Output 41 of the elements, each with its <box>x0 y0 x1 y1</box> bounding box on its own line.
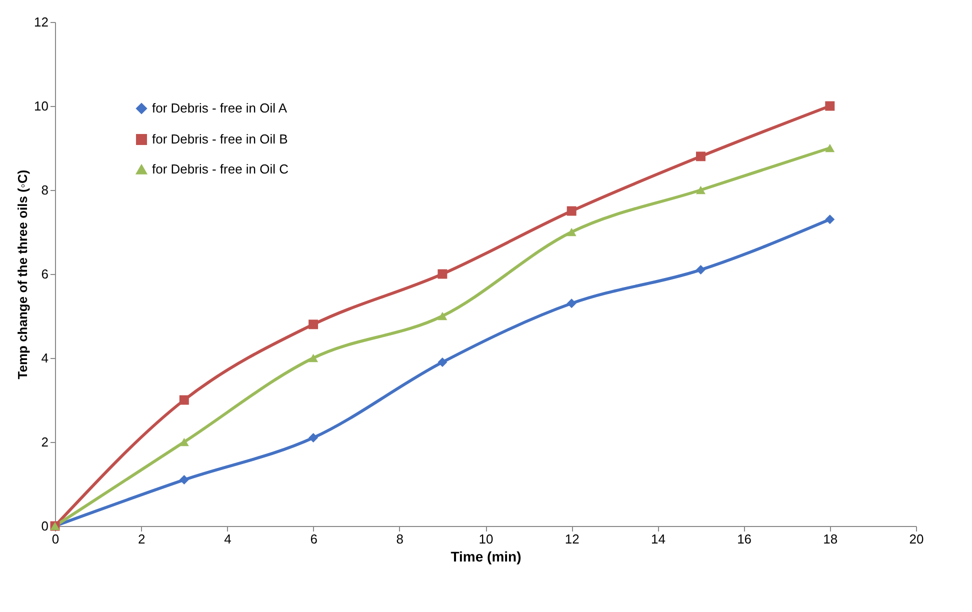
legend-label: for Debris - free in Oil A <box>152 100 288 116</box>
legend-label: for Debris - free in Oil B <box>152 132 288 146</box>
point <box>566 206 576 216</box>
x-tick-label: 18 <box>823 532 838 546</box>
point <box>179 395 189 405</box>
x-tick-label: 6 <box>310 532 318 546</box>
point <box>179 438 189 446</box>
point <box>438 269 448 279</box>
y-tick-label: 4 <box>41 350 48 366</box>
point <box>179 475 189 485</box>
x-tick-label: 12 <box>564 532 580 546</box>
x-tick-label: 10 <box>478 532 494 546</box>
point <box>566 228 576 236</box>
point <box>308 433 318 443</box>
y-tick-label: 10 <box>34 98 48 114</box>
x-tick-label: 4 <box>224 532 232 546</box>
point <box>825 144 835 152</box>
x-axis-title: Time (min) <box>450 548 522 564</box>
point <box>308 320 318 330</box>
y-axis-title: Temp change of the three oils (◦C) <box>15 170 30 380</box>
y-tick-label: 12 <box>34 14 48 30</box>
y-tick-label: 0 <box>41 518 48 534</box>
y-tick-label: 6 <box>41 266 48 282</box>
point <box>308 354 318 362</box>
x-tick-label: 20 <box>909 532 924 546</box>
point <box>825 101 835 111</box>
legend-label: for Debris - free in Oil C <box>152 162 289 176</box>
point <box>825 214 835 224</box>
y-tick-label: 8 <box>41 182 48 198</box>
point <box>696 265 706 275</box>
x-tick-label: 16 <box>737 532 752 546</box>
y-tick-label: 2 <box>41 434 48 450</box>
point <box>566 298 576 308</box>
x-tick-label: 14 <box>650 532 666 546</box>
point <box>696 186 706 194</box>
point <box>438 312 448 320</box>
point <box>696 152 706 162</box>
point <box>438 357 448 367</box>
x-tick-label: 2 <box>138 532 146 546</box>
x-tick-label: 0 <box>52 532 60 546</box>
x-tick-label: 8 <box>396 532 404 546</box>
